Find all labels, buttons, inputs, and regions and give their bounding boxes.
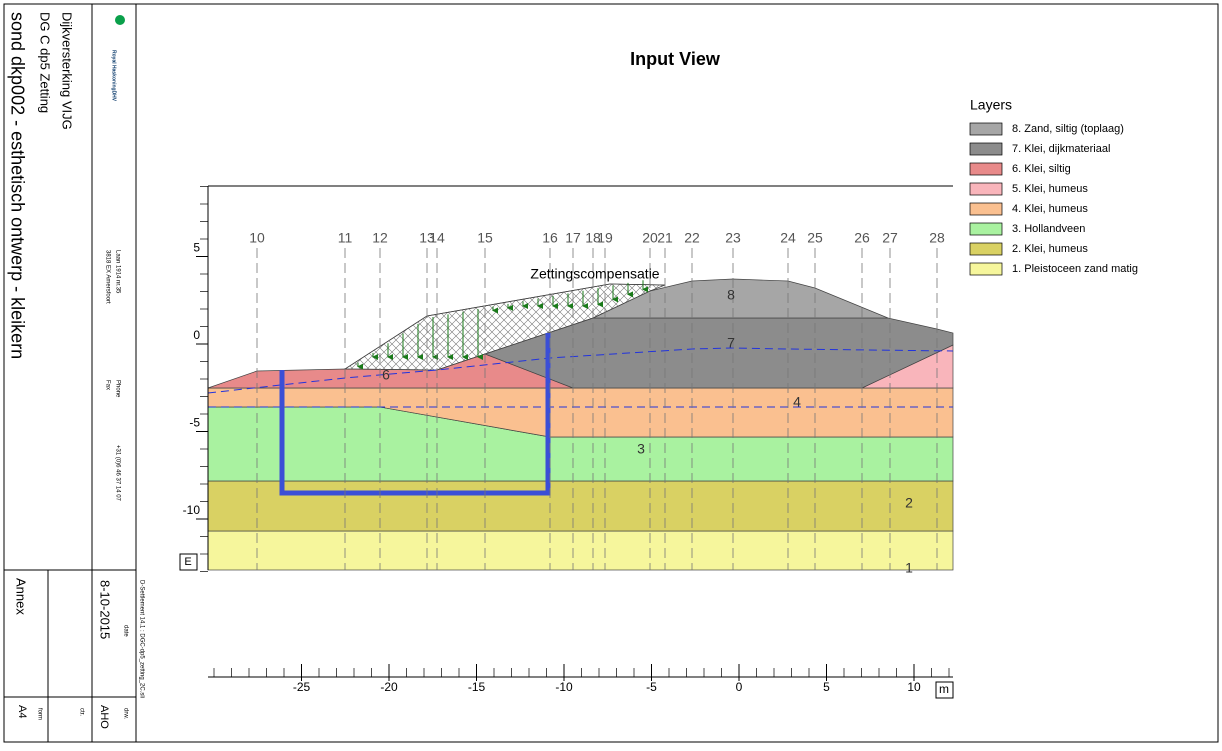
subject: DG C dp5 Zetting <box>38 12 53 113</box>
legend-label: 4. Klei, humeus <box>1012 203 1088 215</box>
vertical-label: 14 <box>429 230 445 246</box>
fax-label: Fax <box>104 380 110 390</box>
vertical-label: 16 <box>542 230 558 246</box>
logo: Royal HaskoningDHV <box>111 50 117 102</box>
legend-label: 8. Zand, siltig (toplaag) <box>1012 123 1124 135</box>
layer-label: 2 <box>905 495 913 511</box>
vertical-label: 19 <box>597 230 613 246</box>
form-label: form <box>36 708 42 720</box>
legend-swatch <box>969 142 1003 156</box>
x-tick-label: -15 <box>468 680 486 694</box>
vertical-label: 10 <box>249 230 265 246</box>
legend-swatch <box>969 122 1003 136</box>
load-line <box>344 283 666 370</box>
load-arrows <box>357 280 648 370</box>
phreatic-line <box>207 347 954 394</box>
address: Laan 1914 nr.35 <box>114 250 120 294</box>
legend-label: 6. Klei, siltig <box>1012 163 1071 175</box>
layer-label: 3 <box>637 441 645 457</box>
view-title: Input View <box>630 49 721 69</box>
logo-mark <box>115 15 125 25</box>
legend-swatch <box>969 182 1003 196</box>
vertical-label: 13 <box>419 230 435 246</box>
vertical-label: 12 <box>372 230 388 246</box>
y-tick-label: 5 <box>193 241 200 255</box>
x-tick-label: 10 <box>907 680 921 694</box>
corner-label: E <box>184 556 191 568</box>
annex: Annex <box>14 578 29 615</box>
drw: AHO <box>98 705 110 729</box>
layer-2 <box>207 480 954 532</box>
legend-swatch <box>969 162 1003 176</box>
ticks: -25 -20 -15 -10 -5 0 5 10 5 0 -5 -10 <box>183 186 950 694</box>
frame <box>3 3 1219 743</box>
vertical-label: 21 <box>657 230 673 246</box>
legend: Layers 8. Zand, siltig (toplaag) 7. Klei,… <box>969 97 1138 276</box>
y-tick-label: -5 <box>189 416 200 430</box>
legend-label: 5. Klei, humeus <box>1012 183 1088 195</box>
vertical-label: 23 <box>725 230 741 246</box>
vertical-label: 27 <box>882 230 898 246</box>
date: 8-10-2015 <box>98 580 113 639</box>
vertical-label: 26 <box>854 230 870 246</box>
layers <box>207 278 954 571</box>
unit-box <box>935 681 954 699</box>
legend-swatch <box>969 222 1003 236</box>
vertical-label: 20 <box>642 230 658 246</box>
corner-box <box>179 553 198 571</box>
date-label: date <box>122 625 128 637</box>
vertical-label: 15 <box>477 230 493 246</box>
legend-swatch <box>969 262 1003 276</box>
layer-label: 7 <box>727 335 735 351</box>
ctr-label: ctr. <box>78 708 84 716</box>
vertical-label: 28 <box>929 230 945 246</box>
project: Dijkversterking VIJG <box>60 12 75 130</box>
phone: +31 (0)6 46 37 14 07 <box>114 445 120 502</box>
layer-1 <box>207 530 954 571</box>
x-tick-label: 0 <box>736 680 743 694</box>
form: A4 <box>16 705 28 718</box>
legend-label: 1. Pleistoceen zand matig <box>1012 263 1138 275</box>
x-tick-label: -5 <box>646 680 657 694</box>
vertical-label: 25 <box>807 230 823 246</box>
layer-8 <box>592 278 889 319</box>
address: 3818 EX Amersfoort <box>104 250 110 304</box>
legend-label: 2. Klei, humeus <box>1012 243 1088 255</box>
phone-label: Phone <box>114 380 120 398</box>
drw-label: drw. <box>122 708 128 719</box>
annotation: Zettingscompensatie <box>530 266 659 282</box>
y-tick-label: -10 <box>183 503 201 517</box>
y-tick-label: 0 <box>193 328 200 342</box>
x-tick-label: -10 <box>555 680 573 694</box>
x-unit: m <box>939 682 949 696</box>
vertical-label: 22 <box>684 230 700 246</box>
x-tick-label: -25 <box>293 680 311 694</box>
x-tick-label: 5 <box>823 680 830 694</box>
layer-label: 8 <box>727 287 735 303</box>
layer-label: 4 <box>793 394 801 410</box>
vertical-label: 18 <box>585 230 601 246</box>
legend-title: Layers <box>970 97 1012 113</box>
legend-swatch <box>969 202 1003 216</box>
legend-label: 3. Hollandveen <box>1012 223 1085 235</box>
drawing: sond dkp002 - esthetisch ontwerp - kleik… <box>7 12 27 359</box>
layer-label: 6 <box>382 367 390 383</box>
clay-core <box>279 333 551 496</box>
file: D-Settlement 14.1 : DGC-dp5_zetting_2C.s… <box>138 580 144 698</box>
vertical-label: 24 <box>780 230 796 246</box>
x-tick-label: -20 <box>380 680 398 694</box>
layer-label: 1 <box>905 560 913 576</box>
legend-label: 7. Klei, dijkmateriaal <box>1012 143 1110 155</box>
vertical-label: 11 <box>338 230 353 246</box>
legend-swatch <box>969 242 1003 256</box>
title-block: Dijkversterking VIJG DG C dp5 Zetting so… <box>7 12 144 729</box>
vertical-label: 17 <box>565 230 581 246</box>
